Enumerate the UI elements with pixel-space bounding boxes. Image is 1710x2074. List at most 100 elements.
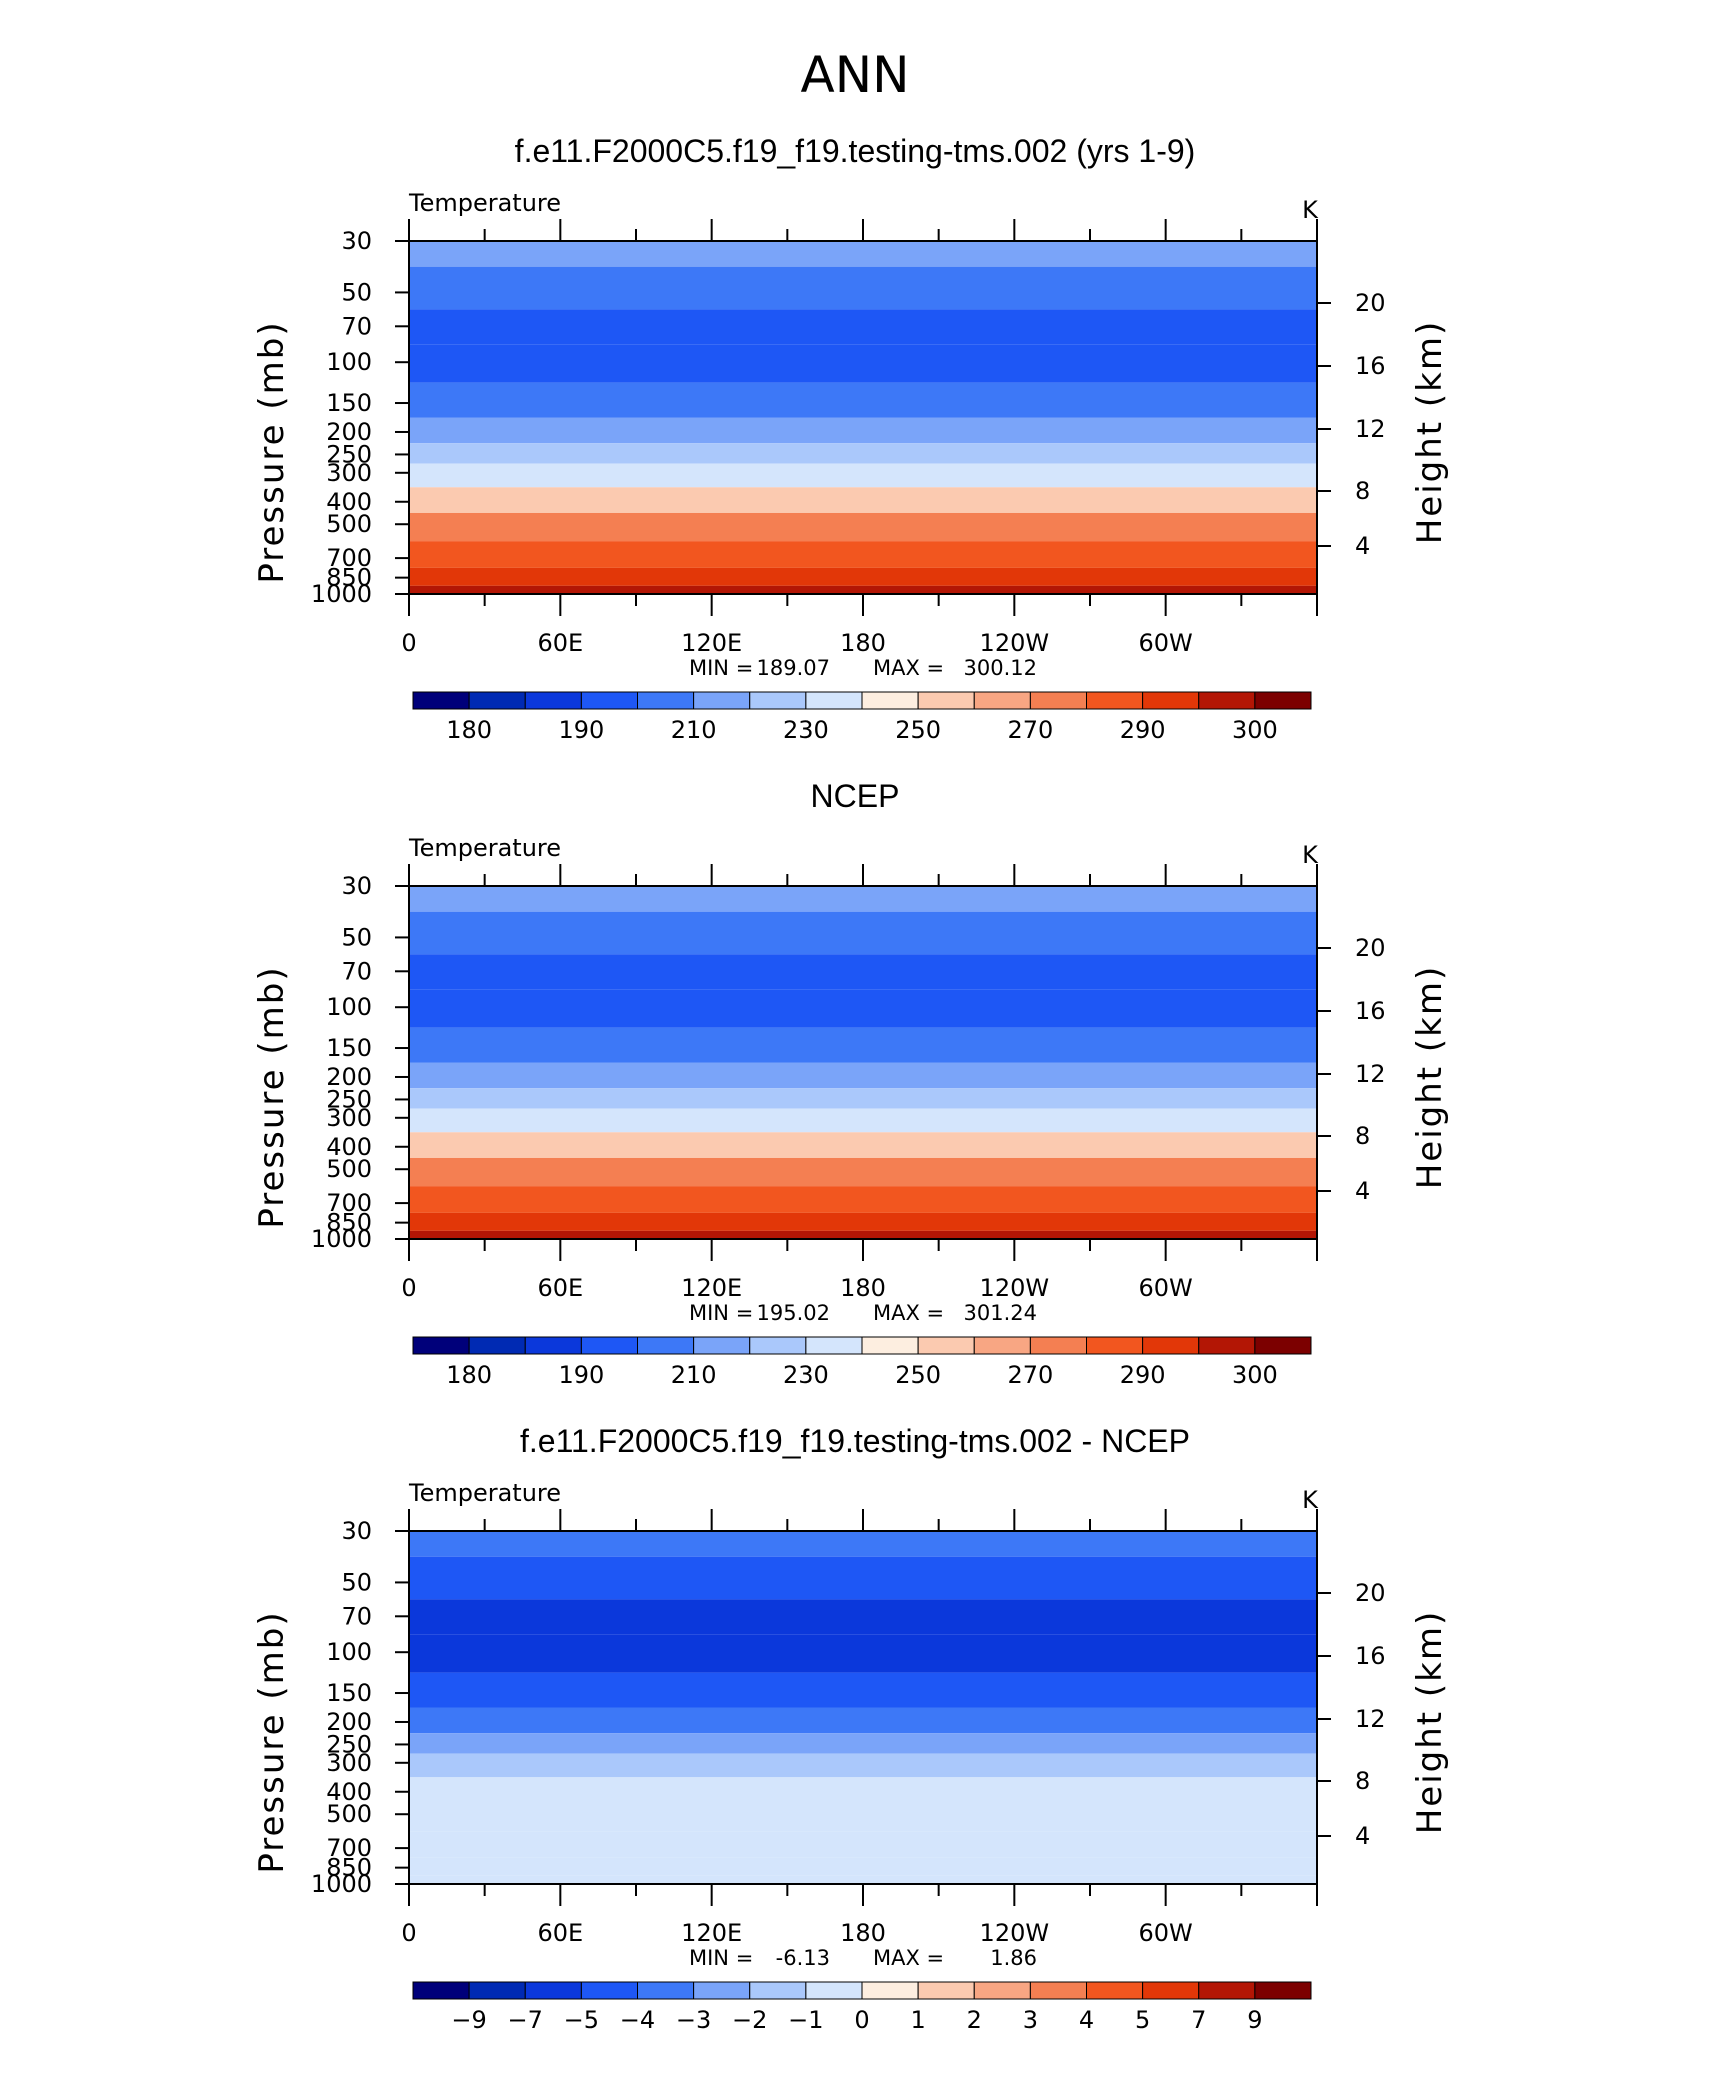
y-tick-label: 100 <box>326 348 372 376</box>
y-tick-label: 850 <box>326 1209 372 1237</box>
colorbar-box <box>1142 691 1200 710</box>
colorbar-label: 0 <box>854 2006 869 2034</box>
band-150mb <box>409 1672 1317 1708</box>
colorbar-label: 250 <box>895 1361 941 1389</box>
band-1000mb <box>409 1875 1317 1884</box>
colorbar-box <box>468 1336 526 1355</box>
colorbar-label: −1 <box>788 2006 823 2034</box>
colorbar-box <box>973 1336 1031 1355</box>
y-tick-label: 300 <box>326 1749 372 1777</box>
y-tick-label: 50 <box>341 923 372 951</box>
y-tick-label: 50 <box>341 1568 372 1596</box>
main-title: ANN <box>800 46 909 104</box>
y-tick-label: 200 <box>326 418 372 446</box>
colorbar: 180 190 210 230 250 270 290 300 <box>412 1336 1312 1389</box>
y-tick-label: 300 <box>326 459 372 487</box>
colorbar-label: 290 <box>1120 716 1166 744</box>
colorbar-label: −7 <box>508 2006 543 2034</box>
x-tick-label: 120E <box>681 1919 742 1947</box>
y-tick-label: 250 <box>326 440 372 468</box>
band-1000mb <box>409 585 1317 594</box>
colorbar-box <box>524 1981 582 2000</box>
band-400mb <box>409 487 1317 513</box>
colorbar-label: −2 <box>732 2006 767 2034</box>
y-right-axis-title: Height (km) <box>1410 320 1450 545</box>
colorbar-box <box>973 1981 1031 2000</box>
band-200mb <box>409 417 1317 444</box>
colorbar-box <box>1198 1336 1256 1355</box>
colorbar-label: 4 <box>1079 2006 1094 2034</box>
units-label: K <box>1302 841 1319 869</box>
x-tick-label: 0 <box>401 1919 416 1947</box>
y-tick-label: 30 <box>341 872 372 900</box>
y-tick-label: 70 <box>341 1602 372 1630</box>
y-right-tick-label: 8 <box>1355 1767 1370 1795</box>
y-tick-label: 1000 <box>311 580 372 608</box>
panel-title: f.e11.F2000C5.f19_f19.testing-tms.002 (y… <box>515 133 1196 169</box>
colorbar-box <box>1254 691 1312 710</box>
panel-subtitle: Temperature <box>408 834 561 862</box>
band-250mb <box>409 443 1317 464</box>
band-50mb <box>409 911 1317 955</box>
colorbar-box <box>637 1981 695 2000</box>
y-axis-title: Pressure (mb) <box>252 965 292 1228</box>
y-tick-label: 700 <box>326 1834 372 1862</box>
colorbar-box <box>693 1981 751 2000</box>
colorbar-box <box>693 1336 751 1355</box>
colorbar-box <box>412 1981 470 2000</box>
y-tick-label: 150 <box>326 1034 372 1062</box>
y-right-tick-label: 4 <box>1355 532 1370 560</box>
colorbar-box <box>468 691 526 710</box>
band-200mb <box>409 1062 1317 1089</box>
y-tick-label: 200 <box>326 1708 372 1736</box>
y-tick-label: 70 <box>341 312 372 340</box>
y-right-tick-label: 16 <box>1355 997 1386 1025</box>
y-right-tick-label: 8 <box>1355 477 1370 505</box>
colorbar-label: 210 <box>671 716 717 744</box>
panel-subtitle: Temperature <box>408 189 561 217</box>
y-tick-label: 700 <box>326 544 372 572</box>
band-700mb <box>409 541 1317 568</box>
colorbar-label: 2 <box>967 2006 982 2034</box>
band-850mb <box>409 1212 1317 1231</box>
colorbar-box <box>693 691 751 710</box>
band-500mb <box>409 512 1317 542</box>
colorbar-box <box>749 1336 807 1355</box>
band-500mb <box>409 1802 1317 1832</box>
band-400mb <box>409 1132 1317 1158</box>
band-100mb <box>409 989 1317 1028</box>
band-30mb <box>409 1531 1317 1557</box>
band-30mb <box>409 886 1317 912</box>
colorbar-label: 230 <box>783 716 829 744</box>
max-value: 300.12 <box>964 656 1037 680</box>
colorbar-label: 7 <box>1191 2006 1206 2034</box>
colorbar-box <box>412 691 470 710</box>
band-850mb <box>409 567 1317 586</box>
y-right-tick-label: 12 <box>1355 415 1386 443</box>
y-right-tick-label: 20 <box>1355 289 1386 317</box>
panel-1: f.e11.F2000C5.f19_f19.testing-tms.002 (y… <box>252 133 1450 744</box>
colorbar-box <box>1029 1336 1087 1355</box>
colorbar-label: 190 <box>558 1361 604 1389</box>
band-250mb <box>409 1733 1317 1754</box>
y-tick-label: 1000 <box>311 1225 372 1253</box>
colorbar-label: 270 <box>1007 716 1053 744</box>
colorbar-label: 300 <box>1232 1361 1278 1389</box>
y-right-tick-label: 16 <box>1355 352 1386 380</box>
colorbar-label: 190 <box>558 716 604 744</box>
y-tick-label: 500 <box>326 1800 372 1828</box>
band-250mb <box>409 1088 1317 1109</box>
colorbar-box <box>861 1981 919 2000</box>
y-tick-label: 30 <box>341 1517 372 1545</box>
x-tick-label: 60W <box>1139 1274 1193 1302</box>
colorbar-box <box>805 691 863 710</box>
band-30mb <box>409 241 1317 267</box>
colorbar-box <box>861 691 919 710</box>
colorbar-label: 230 <box>783 1361 829 1389</box>
colorbar-box <box>805 1336 863 1355</box>
x-tick-label: 0 <box>401 1274 416 1302</box>
x-tick-label: 120E <box>681 1274 742 1302</box>
colorbar-box <box>1142 1981 1200 2000</box>
colorbar-label: 290 <box>1120 1361 1166 1389</box>
